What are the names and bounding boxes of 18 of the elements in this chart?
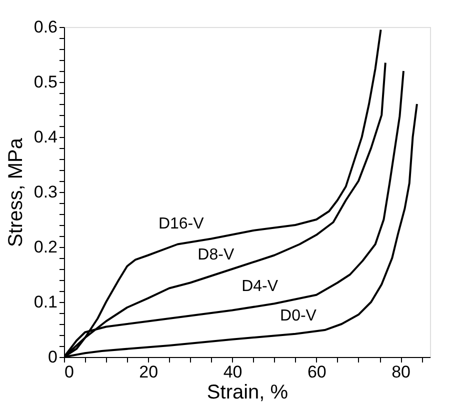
x-tick-label: 0: [64, 362, 74, 382]
y-tick-label: 0.5: [34, 72, 58, 92]
y-tick-label: 0.2: [34, 238, 58, 256]
x-tick-label: 20: [139, 362, 158, 382]
series-label: D4-V: [242, 278, 278, 295]
x-axis-title: Strain, %: [206, 382, 288, 404]
y-tick-label: 0.3: [34, 182, 58, 202]
series-label: D8-V: [198, 246, 234, 264]
series-label: D0-V: [280, 308, 317, 325]
series-label: D16-V: [158, 216, 204, 233]
y-axis-title: Stress, MPa: [4, 137, 27, 247]
y-tick-label: 0.4: [34, 128, 58, 146]
x-tick-label: 80: [392, 362, 411, 382]
y-tick-label: 0.6: [34, 18, 58, 36]
x-tick-label: 60: [307, 362, 326, 382]
x-tick-label: 40: [223, 362, 242, 382]
y-tick-label: 0: [48, 348, 58, 366]
y-tick-label: 0.1: [34, 292, 58, 312]
